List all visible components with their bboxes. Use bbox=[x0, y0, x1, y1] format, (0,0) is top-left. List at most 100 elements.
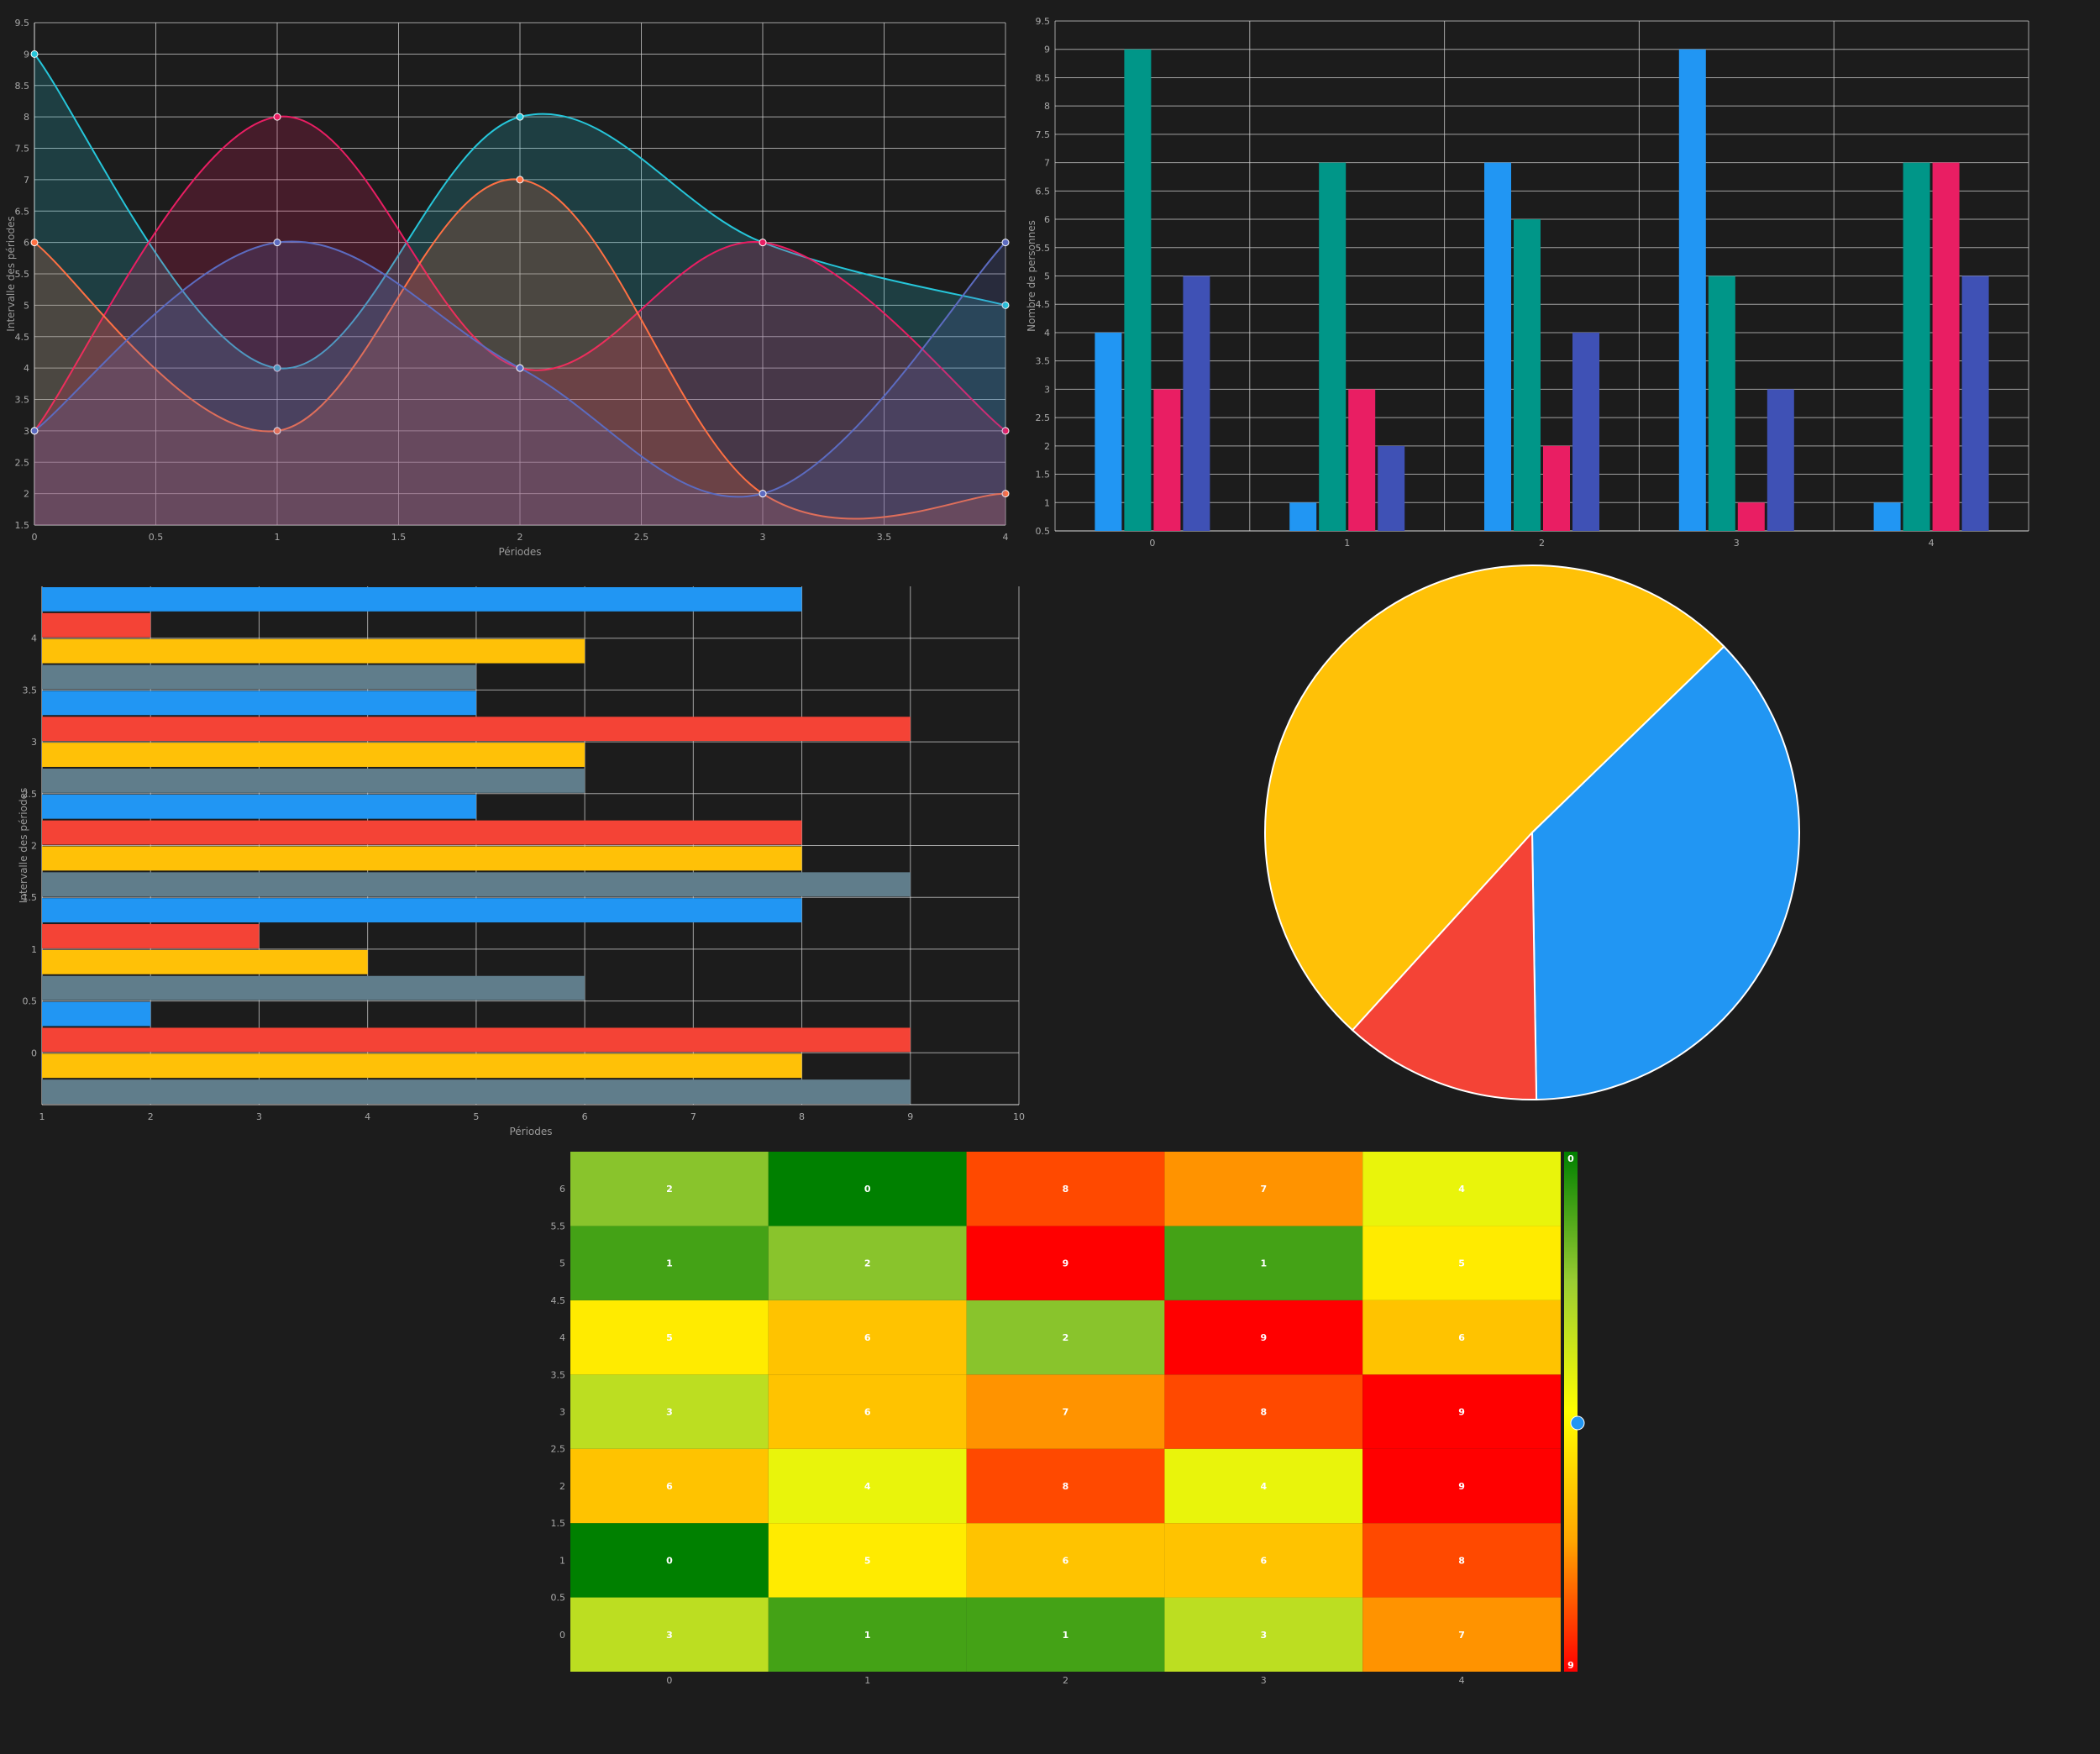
x-tick-label: 2 bbox=[148, 1111, 154, 1122]
heatmap-cell bbox=[1164, 1300, 1363, 1375]
cell-value: 9 bbox=[1458, 1481, 1465, 1492]
cell-value: 4 bbox=[864, 1481, 871, 1492]
cell-value: 0 bbox=[666, 1555, 673, 1566]
series-area bbox=[34, 241, 1005, 525]
bar bbox=[42, 949, 368, 974]
x-tick-label: 3 bbox=[256, 1111, 262, 1122]
x-tick-label: 4 bbox=[365, 1111, 370, 1122]
data-point bbox=[30, 239, 39, 247]
bar bbox=[1543, 445, 1570, 531]
cell-value: 1 bbox=[1063, 1630, 1069, 1641]
bar bbox=[1484, 162, 1511, 531]
heatmap-cell bbox=[768, 1374, 967, 1449]
y-tick-label: 3.5 bbox=[1036, 356, 1051, 367]
pie-slice bbox=[1351, 830, 1538, 1100]
heatmap-cell bbox=[768, 1523, 967, 1598]
x-tick-label: 8 bbox=[799, 1111, 805, 1122]
x-tick-label: 1 bbox=[275, 532, 281, 543]
bar bbox=[42, 691, 476, 716]
series-area bbox=[34, 179, 1005, 525]
data-point bbox=[516, 113, 524, 121]
x-tick-label: 10 bbox=[1013, 1111, 1025, 1122]
cell-value: 8 bbox=[1063, 1184, 1069, 1195]
y-tick-label: 2 bbox=[31, 841, 37, 852]
y-axis-title: Nombre de personnes bbox=[1026, 220, 1037, 332]
heatmap-cell bbox=[966, 1448, 1165, 1524]
heatmap-cell bbox=[570, 1226, 769, 1300]
cell-value: 8 bbox=[1063, 1481, 1069, 1492]
cell-value: 3 bbox=[666, 1407, 673, 1418]
heatmap-cell bbox=[768, 1448, 967, 1524]
bar bbox=[1289, 502, 1317, 531]
bar bbox=[1183, 276, 1210, 531]
data-point bbox=[273, 113, 281, 121]
cell-value: 5 bbox=[1458, 1258, 1465, 1269]
data-point bbox=[1001, 427, 1010, 435]
y-tick-label: 5.5 bbox=[15, 269, 30, 280]
bar bbox=[42, 794, 476, 819]
y-tick-label: 4 bbox=[24, 363, 29, 374]
heatmap-cell bbox=[966, 1152, 1165, 1226]
bar bbox=[1514, 219, 1541, 531]
y-tick-label: 8.5 bbox=[15, 81, 30, 92]
cell-value: 2 bbox=[864, 1258, 871, 1269]
x-tick-label: 1 bbox=[1344, 538, 1350, 549]
y-tick-label: 2.5 bbox=[1036, 412, 1051, 423]
pie-slice bbox=[1530, 645, 1800, 1100]
y-tick-label: 3.5 bbox=[551, 1369, 566, 1380]
data-point bbox=[759, 490, 767, 498]
bar bbox=[42, 820, 802, 845]
cell-value: 2 bbox=[1063, 1332, 1069, 1343]
bar bbox=[1767, 389, 1794, 531]
y-tick-label: 1.5 bbox=[23, 892, 38, 903]
series-line bbox=[34, 116, 1006, 432]
data-point bbox=[30, 50, 39, 58]
bar bbox=[1095, 332, 1122, 531]
x-tick-label: 4 bbox=[1003, 532, 1009, 543]
colorbar-min-label: 0 bbox=[1567, 1153, 1574, 1164]
y-tick-label: 5 bbox=[559, 1258, 565, 1269]
y-tick-label: 7 bbox=[1044, 158, 1050, 169]
y-tick-label: 0 bbox=[559, 1630, 565, 1641]
heatmap-cell bbox=[768, 1226, 967, 1300]
heatmap-cell bbox=[1164, 1597, 1363, 1672]
bar bbox=[1319, 162, 1347, 531]
heatmap-cell bbox=[1362, 1374, 1561, 1449]
heatmap-cell bbox=[570, 1597, 769, 1672]
heatmap-cell bbox=[966, 1597, 1165, 1672]
x-tick-label: 1 bbox=[864, 1675, 870, 1686]
data-point bbox=[273, 427, 281, 435]
y-tick-label: 1 bbox=[1044, 497, 1050, 508]
bar bbox=[42, 1001, 151, 1027]
y-tick-label: 2 bbox=[559, 1481, 565, 1492]
cell-value: 5 bbox=[666, 1332, 673, 1343]
cell-value: 6 bbox=[1063, 1555, 1069, 1566]
y-tick-label: 3 bbox=[559, 1407, 565, 1418]
cell-value: 9 bbox=[1063, 1258, 1069, 1269]
cell-value: 7 bbox=[1063, 1407, 1069, 1418]
y-tick-label: 4 bbox=[1044, 328, 1050, 339]
cell-value: 8 bbox=[1458, 1555, 1465, 1566]
y-tick-label: 3 bbox=[31, 737, 37, 748]
colorbar bbox=[1564, 1152, 1578, 1672]
bar bbox=[42, 1027, 911, 1053]
pie-slice bbox=[1264, 565, 1725, 1032]
heatmap-cell bbox=[1362, 1597, 1561, 1672]
y-tick-label: 7.5 bbox=[1036, 129, 1051, 140]
x-tick-label: 4 bbox=[1459, 1675, 1465, 1686]
heatmap-cell bbox=[1362, 1448, 1561, 1524]
cell-value: 2 bbox=[666, 1184, 673, 1195]
heatmap-cell bbox=[570, 1300, 769, 1375]
x-tick-label: 1.5 bbox=[391, 532, 407, 543]
y-tick-label: 4.5 bbox=[1036, 299, 1051, 310]
y-tick-label: 1 bbox=[559, 1555, 565, 1566]
y-tick-label: 6.5 bbox=[1036, 186, 1051, 197]
cell-value: 1 bbox=[1260, 1258, 1267, 1269]
colorbar-handle[interactable] bbox=[1570, 1415, 1585, 1431]
heatmap-cell bbox=[966, 1523, 1165, 1598]
y-tick-label: 0 bbox=[31, 1048, 37, 1058]
bar bbox=[1348, 389, 1376, 531]
x-tick-label: 5 bbox=[473, 1111, 479, 1122]
heatmap-cell bbox=[1362, 1152, 1561, 1226]
series-area bbox=[34, 54, 1005, 525]
